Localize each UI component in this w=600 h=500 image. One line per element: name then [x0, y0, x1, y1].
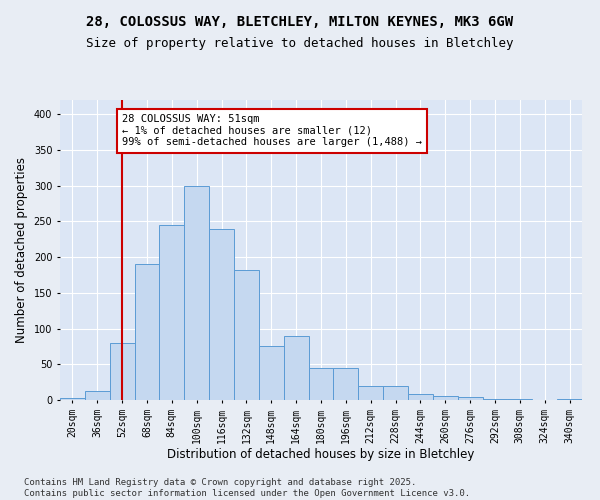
- Bar: [259, 346, 284, 400]
- Bar: [60, 398, 85, 400]
- Bar: [308, 368, 334, 400]
- Bar: [85, 392, 110, 400]
- Bar: [334, 368, 358, 400]
- Bar: [358, 386, 383, 400]
- Bar: [284, 336, 308, 400]
- Bar: [160, 225, 184, 400]
- X-axis label: Distribution of detached houses by size in Bletchley: Distribution of detached houses by size …: [167, 448, 475, 462]
- Y-axis label: Number of detached properties: Number of detached properties: [15, 157, 28, 343]
- Bar: [482, 398, 508, 400]
- Bar: [383, 386, 408, 400]
- Text: 28 COLOSSUS WAY: 51sqm
← 1% of detached houses are smaller (12)
99% of semi-deta: 28 COLOSSUS WAY: 51sqm ← 1% of detached …: [122, 114, 422, 148]
- Bar: [209, 228, 234, 400]
- Bar: [184, 186, 209, 400]
- Bar: [433, 396, 458, 400]
- Text: Contains HM Land Registry data © Crown copyright and database right 2025.
Contai: Contains HM Land Registry data © Crown c…: [24, 478, 470, 498]
- Text: Size of property relative to detached houses in Bletchley: Size of property relative to detached ho…: [86, 38, 514, 51]
- Bar: [234, 270, 259, 400]
- Bar: [110, 343, 134, 400]
- Bar: [458, 397, 482, 400]
- Text: 28, COLOSSUS WAY, BLETCHLEY, MILTON KEYNES, MK3 6GW: 28, COLOSSUS WAY, BLETCHLEY, MILTON KEYN…: [86, 15, 514, 29]
- Bar: [408, 394, 433, 400]
- Bar: [134, 264, 160, 400]
